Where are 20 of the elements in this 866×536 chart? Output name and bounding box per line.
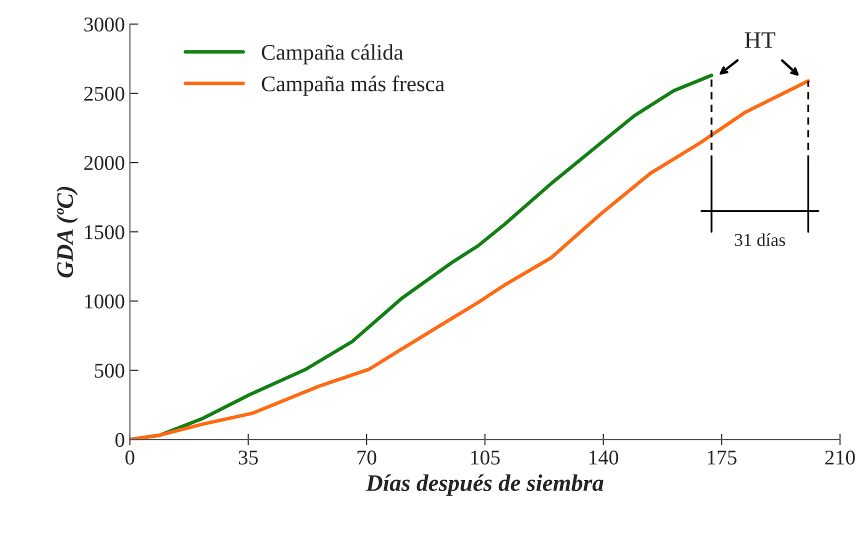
x-tick-label: 175 (708, 450, 736, 465)
y-tick-label: 2000 (84, 156, 124, 170)
x-tick-label: 0 (125, 450, 134, 465)
x-tick-label: 70 (358, 450, 376, 465)
y-tick-label: 1000 (85, 294, 124, 308)
y-tick-label: 500 (95, 364, 124, 378)
legend-label: Campaña más fresca (262, 76, 445, 96)
y-axis-title: GDA (ºC) (56, 186, 78, 278)
annotation: HT (744, 32, 776, 48)
y-tick-label: 3000 (84, 17, 124, 32)
x-tick-label: 140 (590, 450, 618, 465)
x-tick-label: 105 (471, 450, 500, 465)
annotation: 31 días (734, 233, 786, 246)
legend-label: Campaña cálida (262, 44, 404, 64)
y-tick-label: 0 (115, 432, 124, 447)
x-tick-label: 210 (825, 450, 855, 465)
x-axis-title: Días después de siembra (366, 474, 604, 496)
x-tick-label: 35 (238, 450, 258, 465)
y-tick-label: 1500 (85, 225, 124, 240)
y-tick-label: 2500 (84, 86, 124, 101)
